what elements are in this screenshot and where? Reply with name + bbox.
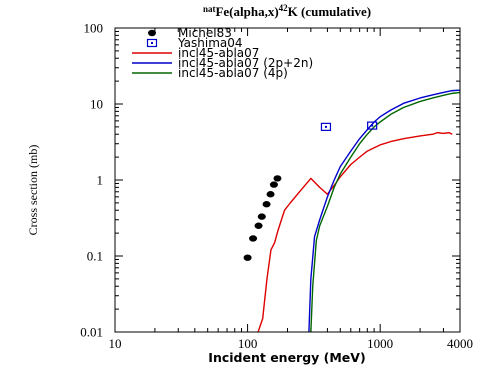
y-tick-label: 1 — [97, 173, 104, 188]
y-axis-label: Cross section (mb) — [26, 145, 40, 236]
x-tick-label: 4000 — [447, 336, 473, 351]
axis-ticks: 10 100 1000 4000 0.01 0.1 1 10 100 — [80, 21, 473, 352]
series-line-4 — [310, 91, 460, 332]
x-axis-label: Incident energy (MeV) — [208, 350, 365, 365]
x-tick-label: 1000 — [367, 336, 393, 351]
series-line-3 — [308, 89, 460, 332]
legend-label-0: Michel83 — [178, 26, 232, 40]
title-main-part: Fe(alpha,x) — [215, 4, 278, 19]
y-tick-label: 10 — [90, 97, 103, 112]
title-prefix-superscript: nat — [203, 4, 216, 14]
y-tick-label: 0.1 — [87, 249, 103, 264]
michel83-point — [266, 191, 275, 198]
michel83-point — [269, 181, 278, 188]
title-mass-superscript: 42 — [279, 3, 289, 13]
yashima04-point-center — [371, 124, 374, 127]
title-element-part: K (cumulative) — [288, 4, 371, 19]
legend-marker-yashima04-center — [151, 42, 153, 44]
chart-title: natFe(alpha,x)42K (cumulative) — [203, 3, 371, 19]
michel83-point — [254, 222, 263, 229]
michel83-point — [262, 201, 271, 208]
legend: Michel83Yashima04incl45-abla07incl45-abl… — [132, 26, 313, 80]
plot-markers — [243, 121, 378, 261]
legend-label-1: Yashima04 — [177, 36, 243, 50]
y-tick-label: 100 — [84, 21, 104, 36]
legend-marker-yashima04 — [146, 38, 158, 48]
series-line-2 — [257, 131, 453, 332]
legend-label-4: incl45-abla07 (4p) — [178, 66, 288, 80]
michel83-point — [257, 213, 266, 220]
michel83-point — [243, 254, 252, 261]
legend-label-3: incl45-abla07 (2p+2n) — [178, 56, 313, 70]
michel83-point — [249, 235, 258, 242]
legend-label-2: incl45-abla07 — [178, 46, 259, 60]
x-tick-label: 100 — [238, 336, 258, 351]
michel83-point — [273, 175, 282, 182]
plot-series — [257, 89, 460, 332]
legend-marker-michel83 — [148, 29, 156, 37]
yashima04-point — [367, 121, 378, 130]
y-tick-label: 0.01 — [80, 325, 103, 340]
yashima04-point-center — [324, 125, 327, 128]
plot-frame — [114, 27, 461, 333]
yashima04-point — [320, 122, 332, 131]
x-tick-label: 10 — [109, 336, 122, 351]
